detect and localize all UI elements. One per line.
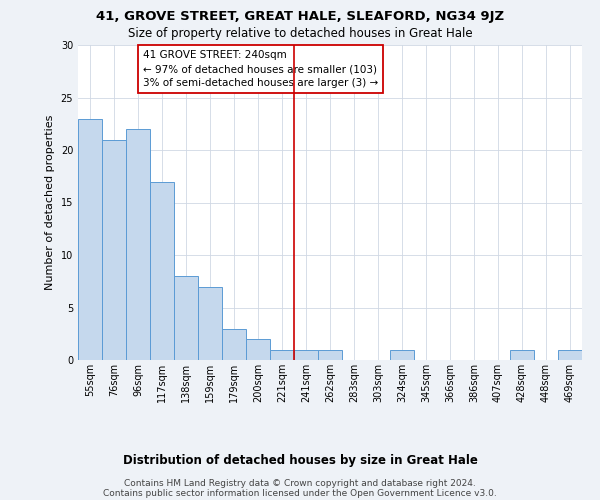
Text: Size of property relative to detached houses in Great Hale: Size of property relative to detached ho… — [128, 28, 472, 40]
Text: 41, GROVE STREET, GREAT HALE, SLEAFORD, NG34 9JZ: 41, GROVE STREET, GREAT HALE, SLEAFORD, … — [96, 10, 504, 23]
Bar — [174, 276, 198, 360]
Bar — [126, 129, 150, 360]
Bar — [270, 350, 294, 360]
Y-axis label: Number of detached properties: Number of detached properties — [45, 115, 55, 290]
Text: Contains HM Land Registry data © Crown copyright and database right 2024.: Contains HM Land Registry data © Crown c… — [124, 479, 476, 488]
Bar — [318, 350, 342, 360]
Bar — [246, 339, 270, 360]
Text: 41 GROVE STREET: 240sqm
← 97% of detached houses are smaller (103)
3% of semi-de: 41 GROVE STREET: 240sqm ← 97% of detache… — [143, 50, 378, 88]
Bar — [510, 350, 534, 360]
Bar — [150, 182, 174, 360]
Text: Contains public sector information licensed under the Open Government Licence v3: Contains public sector information licen… — [103, 489, 497, 498]
Bar — [198, 286, 222, 360]
Bar — [294, 350, 318, 360]
Bar — [558, 350, 582, 360]
Bar — [390, 350, 414, 360]
Bar — [222, 328, 246, 360]
Bar — [78, 118, 102, 360]
Text: Distribution of detached houses by size in Great Hale: Distribution of detached houses by size … — [122, 454, 478, 467]
Bar — [102, 140, 126, 360]
